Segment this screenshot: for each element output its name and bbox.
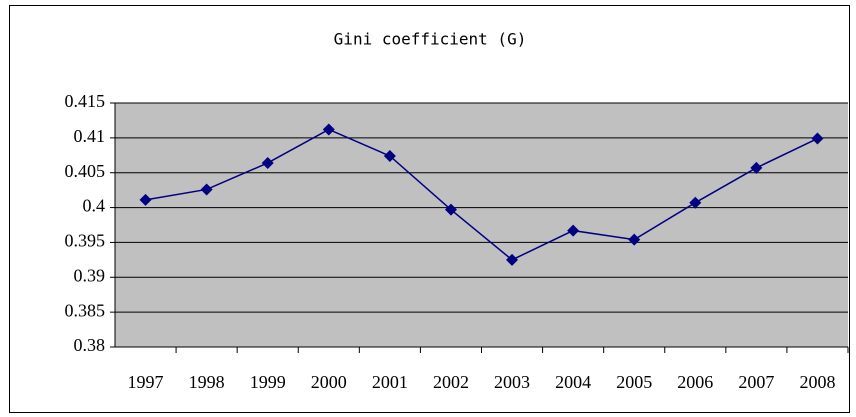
y-tick-label: 0.41 [74, 126, 106, 146]
x-tick-label: 2006 [677, 372, 713, 392]
x-tick-label: 1999 [250, 372, 286, 392]
x-tick-label: 1998 [189, 372, 225, 392]
line [145, 128, 818, 261]
y-tick-label: 0.395 [65, 231, 106, 251]
marker [383, 149, 396, 162]
marker [628, 233, 641, 246]
plot-area [115, 103, 848, 347]
marker [139, 193, 152, 206]
x-tick-label: 1997 [128, 372, 164, 392]
y-tick-label: 0.38 [74, 335, 106, 355]
marker [322, 123, 335, 136]
y-tick-label: 0.385 [65, 300, 106, 320]
y-tick-label: 0.405 [65, 161, 106, 181]
marker [811, 132, 824, 145]
x-tick-label: 2002 [433, 372, 469, 392]
marker [689, 196, 702, 209]
marker [444, 203, 457, 216]
x-tick-label: 2005 [616, 372, 652, 392]
marker [200, 183, 213, 196]
marker [567, 224, 580, 237]
y-tick-label: 0.4 [83, 196, 106, 216]
x-tick-label: 2003 [494, 372, 530, 392]
x-tick-label: 2008 [799, 372, 835, 392]
x-tick-label: 2001 [372, 372, 408, 392]
marker [750, 161, 763, 174]
chart-title: Gini coefficient (G) [334, 30, 527, 49]
y-tick-label: 0.415 [65, 91, 106, 111]
x-tick-label: 2004 [555, 372, 591, 392]
marker [261, 156, 274, 169]
x-tick-label: 2007 [738, 372, 774, 392]
y-tick-label: 0.39 [74, 265, 106, 285]
marker [506, 253, 519, 266]
x-tick-label: 2000 [311, 372, 347, 392]
